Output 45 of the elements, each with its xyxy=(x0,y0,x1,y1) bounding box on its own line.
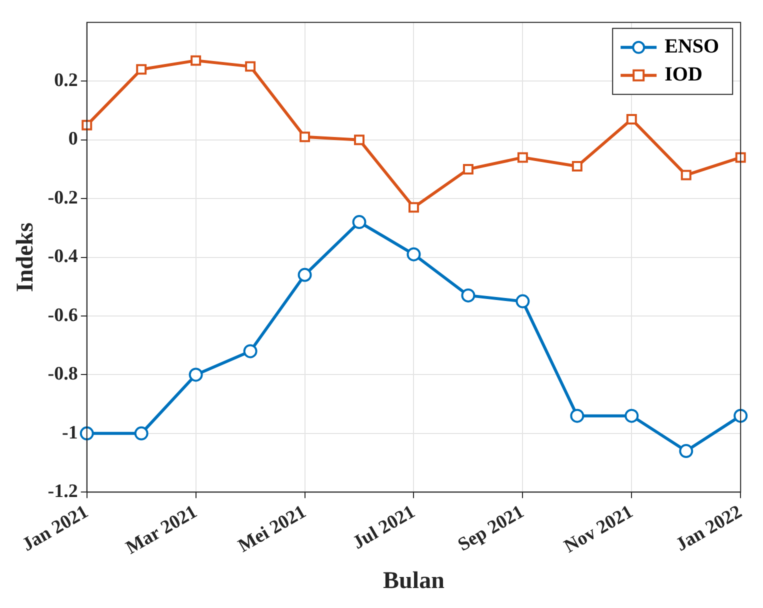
point xyxy=(354,134,365,146)
x-tick-label: Mei 2021 xyxy=(234,501,310,557)
point xyxy=(624,408,639,423)
point xyxy=(188,368,203,382)
y-tick-label: -0.2 xyxy=(48,187,78,208)
point xyxy=(190,55,202,66)
legend-label: IOD xyxy=(664,64,702,86)
point xyxy=(352,215,366,230)
y-tick-label: -0.6 xyxy=(48,304,78,326)
y-tick-label: 0 xyxy=(68,128,78,150)
point xyxy=(406,247,421,262)
y-tick-label: -1 xyxy=(62,422,78,444)
x-axis-title: Bulan xyxy=(383,568,444,594)
point xyxy=(243,344,258,358)
point xyxy=(82,120,92,130)
x-tick-label: Jan 2021 xyxy=(18,501,92,556)
y-axis-title: Indeks xyxy=(12,222,39,292)
point xyxy=(136,64,147,75)
point xyxy=(298,268,312,282)
x-tick-label: Jul 2021 xyxy=(349,501,419,554)
point xyxy=(735,152,746,163)
y-tick-label: -1.2 xyxy=(48,481,78,502)
point xyxy=(461,288,476,302)
point xyxy=(134,426,148,440)
y-tick-label: 0.2 xyxy=(54,70,78,92)
point xyxy=(516,294,530,308)
x-tick-label: Mar 2021 xyxy=(122,501,201,559)
point xyxy=(80,426,94,440)
y-tick-label: -0.8 xyxy=(48,364,78,385)
point xyxy=(517,152,528,163)
point xyxy=(462,164,474,174)
point xyxy=(572,161,582,172)
point xyxy=(626,114,637,125)
point xyxy=(679,444,694,458)
legend-label: ENSO xyxy=(664,36,720,58)
y-tick-label: -0.4 xyxy=(48,246,78,268)
point xyxy=(245,61,256,72)
point xyxy=(570,408,584,423)
x-tick-label: Jan 2022 xyxy=(672,501,746,556)
x-tick-label: Nov 2021 xyxy=(560,501,637,558)
x-tick-label: Sep 2021 xyxy=(454,501,528,556)
point xyxy=(734,408,748,423)
point xyxy=(680,170,692,180)
point xyxy=(408,202,419,213)
point xyxy=(300,132,310,142)
